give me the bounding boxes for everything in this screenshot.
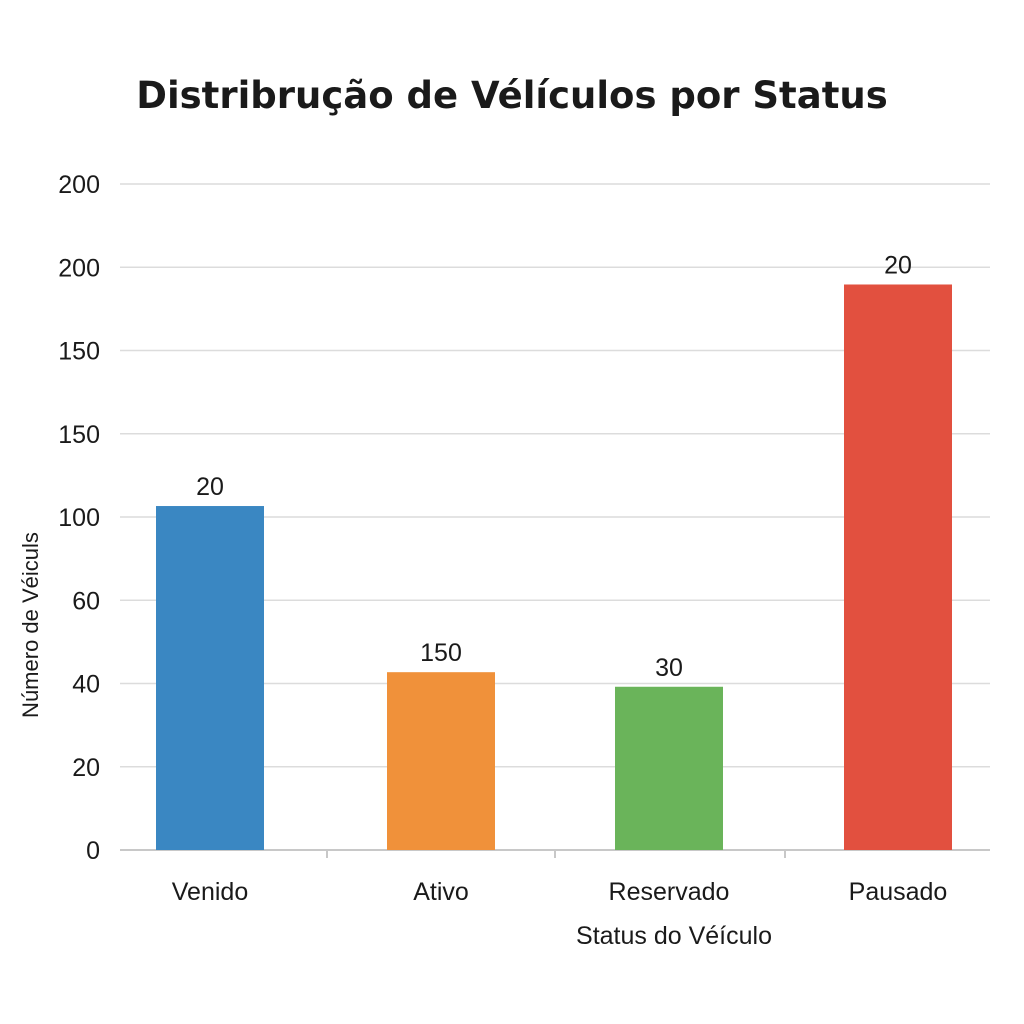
y-tick-label: 100 — [58, 504, 100, 532]
y-tick-label: 150 — [58, 421, 100, 449]
bar-ativo — [387, 672, 495, 850]
y-tick-label: 200 — [58, 254, 100, 282]
x-tick-label: Ativo — [413, 878, 469, 906]
y-tick-label: 20 — [72, 754, 100, 782]
data-label: 20 — [884, 251, 912, 279]
y-axis-title: Número de Véiculs — [18, 532, 43, 718]
x-tick-label: Pausado — [849, 878, 948, 906]
y-tick-label: 60 — [72, 587, 100, 615]
bars — [156, 284, 952, 850]
y-tick-label: 150 — [58, 338, 100, 366]
data-label: 30 — [655, 654, 683, 682]
x-axis-ticks: Venido Ativo Reservado Pausado — [172, 878, 948, 906]
data-label: 150 — [420, 639, 462, 667]
x-tick-label: Reservado — [609, 878, 730, 906]
y-tick-label: 0 — [86, 837, 100, 865]
bar-pausado — [844, 284, 952, 850]
y-axis-ticks: 0 20 40 60 100 150 150 200 200 — [58, 171, 100, 865]
x-tick-label: Venido — [172, 878, 248, 906]
x-axis-title: Status do Véículo — [576, 922, 772, 950]
bar-venido — [156, 506, 264, 850]
data-label: 20 — [196, 473, 224, 501]
bar-reservado — [615, 686, 723, 850]
y-tick-label: 200 — [58, 171, 100, 199]
chart-title: Distribrução de Vélículos por Status — [136, 74, 888, 117]
y-tick-label: 40 — [72, 671, 100, 699]
data-labels: 20 150 30 20 — [196, 251, 912, 681]
